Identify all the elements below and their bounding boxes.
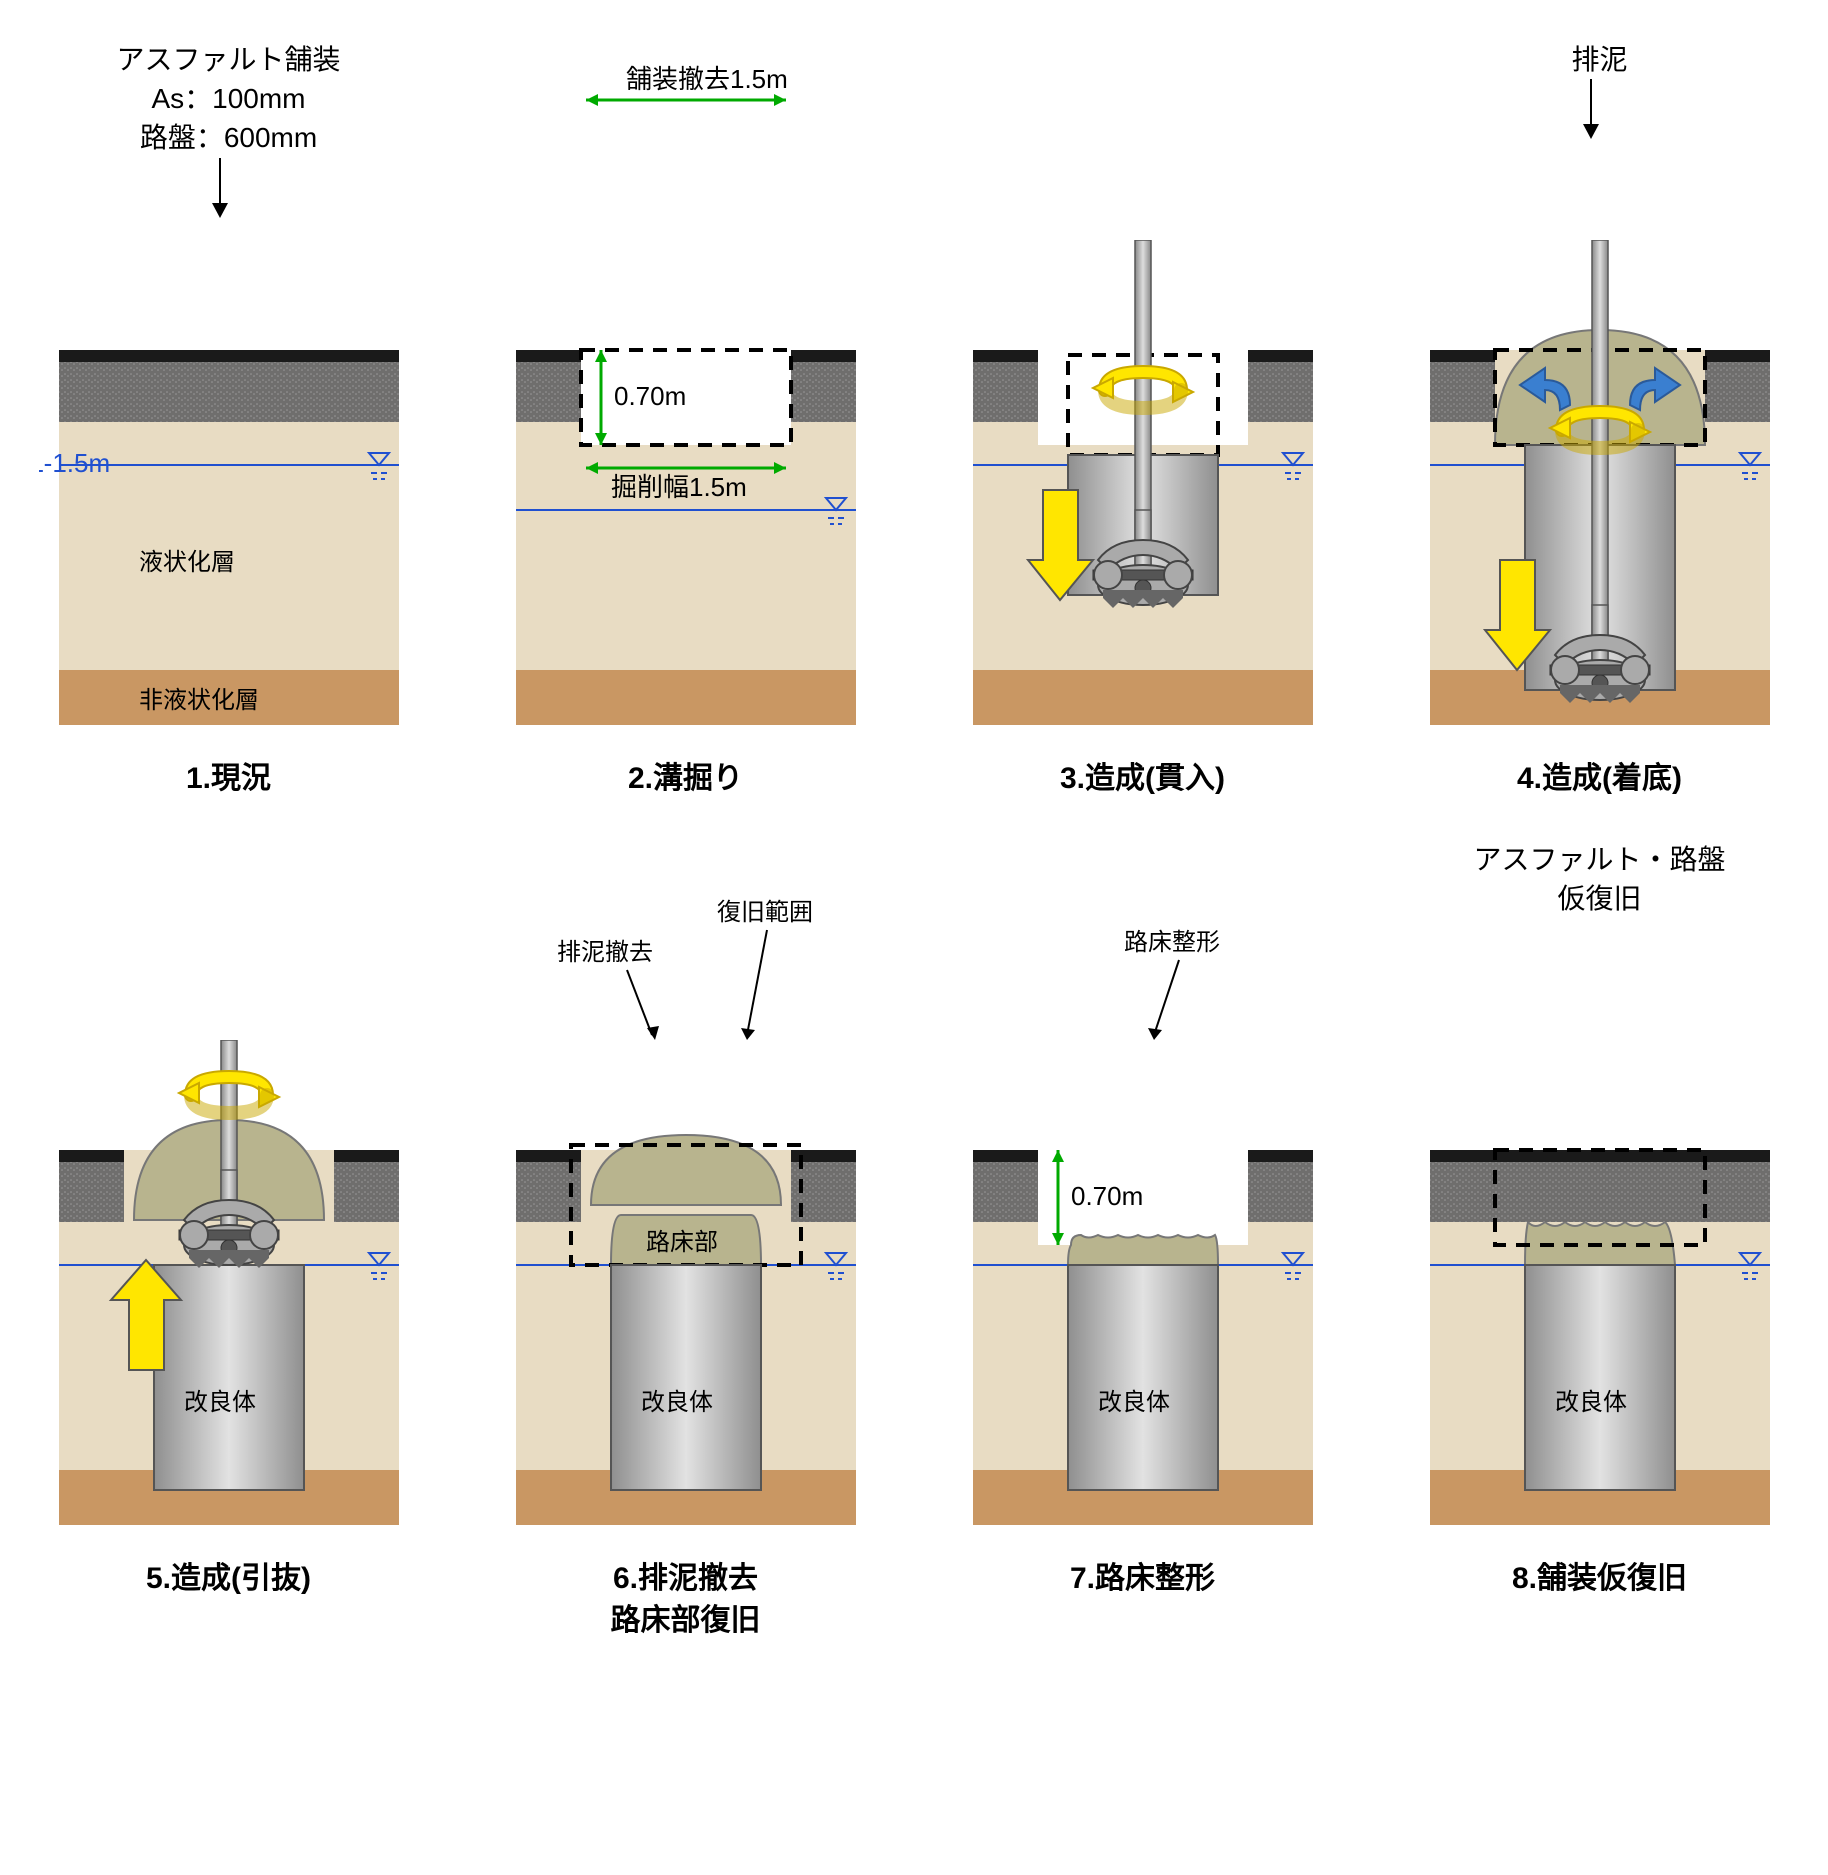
panel-3: 3.造成(貫入) [944,40,1341,800]
p1-as: As：100mm [30,79,427,118]
panel-1: アスファルト舗装 As：100mm 路盤：600mm GL-1.5m 液状化層 … [30,40,427,800]
panel-2: 舗装撤去1.5m 0.70m 掘削幅1.5m 2.溝掘り [487,40,884,800]
p7-t2: 0.70m [1071,1181,1143,1211]
panel-4-svg [1410,240,1790,740]
cap-8: 8.舗装仮復旧 [1512,1558,1687,1600]
p6-sub: 路床部 [646,1229,718,1256]
p1-title: アスファルト舗装 [30,40,427,79]
p1-roban: 路盤：600mm [30,118,427,157]
panel-6: 排泥撤去 復旧範囲 路床部 改良体 6.排泥撤去 路床部復旧 [487,840,884,1642]
panel-6-svg: 路床部 改良体 [496,1040,876,1540]
panel-2-svg: 0.70m 掘削幅1.5m [496,240,876,740]
panel-8-top: アスファルト・路盤 仮復旧 [1401,840,1798,1040]
cap-3: 3.造成(貫入) [1060,758,1225,800]
p7-l1: 路床整形 [1124,929,1220,956]
panel-4-top: 排泥 [1401,40,1798,240]
nonliq-label: 非液状化層 [139,687,259,714]
cap-5: 5.造成(引抜) [146,1558,311,1600]
cap-2: 2.溝掘り [628,758,743,800]
p4-label: 排泥 [1571,44,1627,75]
panel-7-top: 路床整形 [944,840,1341,1040]
p8-l2: 仮復旧 [1401,879,1798,918]
p6-l1: 排泥撤去 [557,939,653,966]
panel-1-top: アスファルト舗装 As：100mm 路盤：600mm [30,40,427,240]
diagram-grid: アスファルト舗装 As：100mm 路盤：600mm GL-1.5m 液状化層 … [30,40,1798,1642]
cap-4: 4.造成(着底) [1517,758,1682,800]
panel-4: 排泥 4.造成(着底) [1401,40,1798,800]
cap-7: 7.路床整形 [1070,1558,1215,1600]
panel-6-top: 排泥撤去 復旧範囲 [487,840,884,1040]
panel-7-svg: 0.70m 改良体 [953,1040,1333,1540]
gl-label: GL-1.5m [39,448,110,478]
p6-l2: 復旧範囲 [717,899,813,926]
panel-2-top: 舗装撤去1.5m [487,40,884,240]
p2-t1: 舗装撤去1.5m [626,64,788,94]
p5-impr: 改良体 [184,1389,256,1416]
p8-impr: 改良体 [1555,1389,1627,1416]
panel-8: アスファルト・路盤 仮復旧 改良体 8.舗装仮復旧 [1401,840,1798,1642]
panel-3-svg [953,240,1333,740]
cap-1: 1.現況 [186,758,271,800]
panel-5-svg: 改良体 [39,1040,419,1540]
p6-impr: 改良体 [641,1389,713,1416]
panel-5: 改良体 5.造成(引抜) [30,840,427,1642]
p8-l1: アスファルト・路盤 [1401,840,1798,879]
panel-1-svg: GL-1.5m 液状化層 非液状化層 [39,240,419,740]
cap-6: 6.排泥撤去 路床部復旧 [611,1558,761,1642]
p2-t2: 0.70m [614,381,686,411]
panel-8-svg: 改良体 [1410,1040,1790,1540]
panel-7: 路床整形 0.70m 改良体 7.路床整形 [944,840,1341,1642]
p7-impr: 改良体 [1098,1389,1170,1416]
liq-label: 液状化層 [139,549,235,576]
p2-t3: 掘削幅1.5m [611,472,747,502]
